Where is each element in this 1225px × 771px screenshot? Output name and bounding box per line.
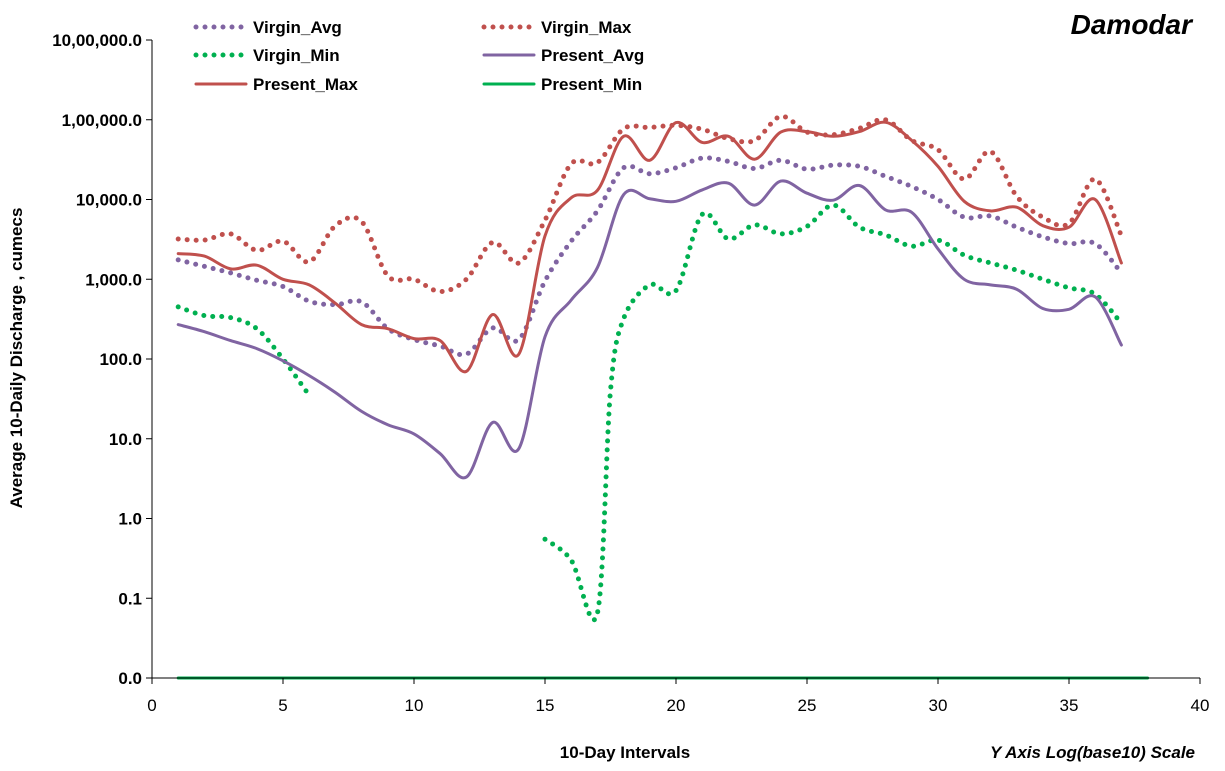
axes <box>146 39 1201 684</box>
series-present-avg <box>176 179 1123 480</box>
series-present-max <box>176 120 1123 374</box>
series-virgin-min <box>175 202 1124 623</box>
x-tick-label: 40 <box>1191 696 1210 715</box>
y-tick-label: 10.0 <box>109 430 142 449</box>
legend-label: Virgin_Max <box>541 18 632 37</box>
legend-item-present-avg: Present_Avg <box>482 46 644 65</box>
x-tick-label: 0 <box>147 696 156 715</box>
x-tick-label: 35 <box>1060 696 1079 715</box>
series-virgin-avg <box>175 155 1124 358</box>
y-tick-label: 10,00,000.0 <box>52 31 142 50</box>
series-line-present-max-0 <box>176 120 1123 374</box>
y-scale-note: Y Axis Log(base10) Scale <box>990 743 1195 762</box>
series-line-virgin-min-0 <box>175 304 312 398</box>
series-line-virgin-max-0 <box>175 113 1124 295</box>
legend-label: Present_Avg <box>541 46 644 65</box>
y-tick-label: 1,00,000.0 <box>62 111 142 130</box>
x-tick-label: 10 <box>405 696 424 715</box>
x-tick-label: 15 <box>536 696 555 715</box>
legend-item-virgin-min: Virgin_Min <box>193 46 340 65</box>
legend-item-virgin-max: Virgin_Max <box>481 18 632 37</box>
x-tick-labels: 0 5 10 15 20 25 30 35 40 <box>147 696 1209 715</box>
legend-item-virgin-avg: Virgin_Avg <box>193 18 342 37</box>
legend: Virgin_Avg Virgin_Max Virgin_Min Present_Av… <box>193 18 644 94</box>
x-tick-label: 5 <box>278 696 287 715</box>
series-virgin-max <box>175 113 1124 295</box>
series-layer <box>175 113 1150 680</box>
y-tick-label: 0.1 <box>118 589 142 608</box>
series-line-virgin-min-1 <box>542 202 1124 623</box>
x-axis-title: 10-Day Intervals <box>560 743 690 762</box>
x-tick-label: 25 <box>798 696 817 715</box>
x-tick-label: 30 <box>929 696 948 715</box>
legend-item-present-max: Present_Max <box>194 75 358 94</box>
series-line-present-avg-0 <box>176 179 1123 480</box>
legend-label: Virgin_Min <box>253 46 340 65</box>
legend-label: Present_Min <box>541 75 642 94</box>
series-line-virgin-avg-0 <box>175 155 1124 358</box>
legend-label: Present_Max <box>253 75 358 94</box>
y-tick-label: 0.0 <box>118 669 142 688</box>
y-tick-label: 1,000.0 <box>85 270 142 289</box>
chart-title: Damodar <box>1071 9 1194 40</box>
y-tick-label: 100.0 <box>99 350 142 369</box>
legend-label: Virgin_Avg <box>253 18 342 37</box>
y-tick-label: 1.0 <box>118 510 142 529</box>
y-tick-labels: 0.0 0.1 1.0 10.0 100.0 1,000.0 10,000.0 1,00,00… <box>52 31 142 688</box>
y-axis-title: Average 10-Daily Discharge , cumecs <box>7 208 26 509</box>
y-tick-label: 10,000.0 <box>76 191 142 210</box>
legend-item-present-min: Present_Min <box>482 75 642 94</box>
x-tick-label: 20 <box>667 696 686 715</box>
